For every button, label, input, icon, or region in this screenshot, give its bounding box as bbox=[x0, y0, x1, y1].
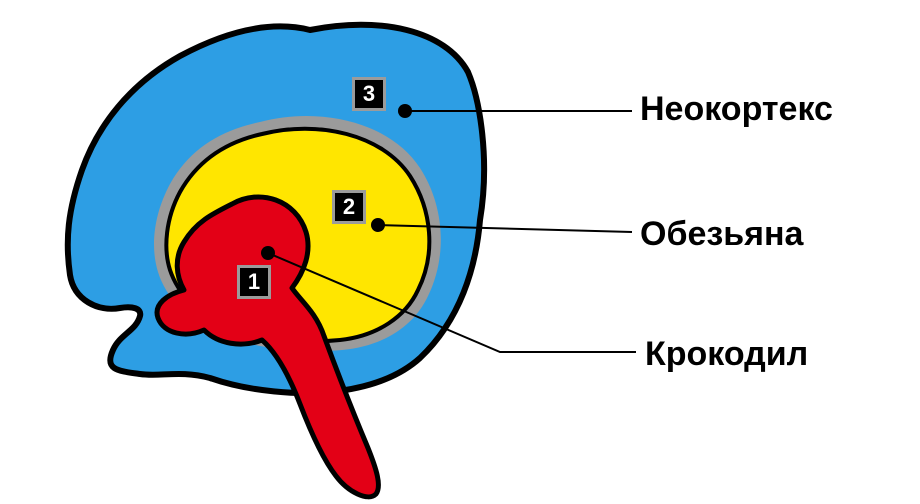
label-limbic: Обезьяна bbox=[640, 215, 803, 254]
marker-box-1: 1 bbox=[237, 265, 271, 299]
dot-neocortex bbox=[398, 104, 412, 118]
marker-num-1: 1 bbox=[248, 271, 260, 293]
diagram-stage: 3 2 1 Неокортекс Обезьяна Крокодил bbox=[0, 0, 920, 504]
marker-num-3: 3 bbox=[363, 83, 375, 105]
marker-num-2: 2 bbox=[343, 196, 355, 218]
label-reptilian: Крокодил bbox=[645, 335, 808, 374]
dot-limbic bbox=[371, 218, 385, 232]
marker-box-3: 3 bbox=[352, 77, 386, 111]
marker-box-2: 2 bbox=[332, 190, 366, 224]
dot-reptilian bbox=[261, 246, 275, 260]
label-neocortex: Неокортекс bbox=[640, 90, 833, 129]
